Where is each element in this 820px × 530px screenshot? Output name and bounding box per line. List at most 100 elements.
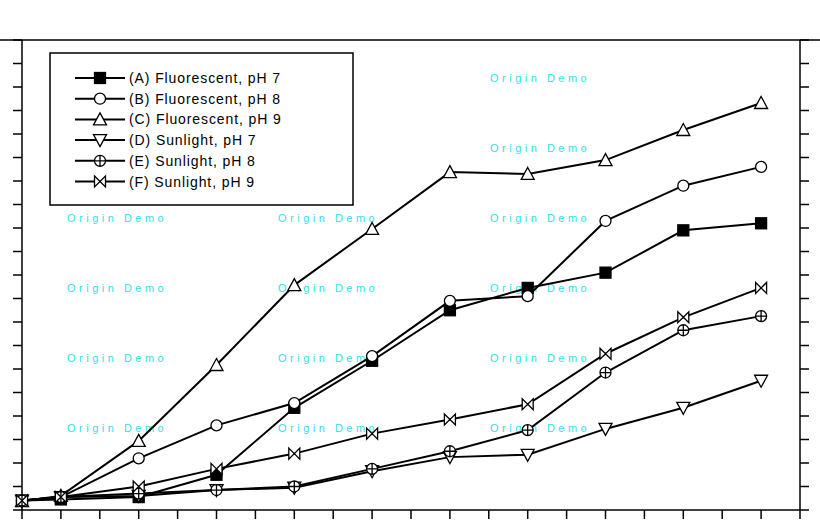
x-tick — [799, 510, 801, 519]
marker — [55, 492, 66, 503]
marker — [677, 124, 690, 136]
series-line — [22, 167, 761, 501]
marker — [211, 485, 222, 496]
marker — [756, 218, 767, 229]
marker — [366, 222, 379, 234]
x-tick — [216, 510, 218, 519]
marker — [756, 161, 767, 172]
y-tick-right — [800, 157, 809, 159]
y-tick — [13, 509, 22, 511]
x-tick — [605, 510, 607, 519]
x-tick — [99, 510, 101, 519]
marker — [755, 96, 768, 108]
y-tick — [13, 486, 22, 488]
x-tick — [177, 510, 179, 519]
y-tick-right — [800, 415, 809, 417]
series-line — [22, 381, 761, 501]
marker — [444, 295, 455, 306]
plot-area — [16, 96, 768, 507]
x-tick — [760, 510, 762, 519]
y-tick — [13, 39, 22, 41]
x-tick — [410, 510, 412, 519]
x-tick — [683, 510, 685, 519]
x-tick — [138, 510, 140, 519]
y-tick-right — [800, 204, 809, 206]
series — [17, 282, 767, 506]
y-tick-right — [800, 298, 809, 300]
y-tick-right — [800, 486, 809, 488]
legend-marker — [94, 113, 107, 125]
legend: (A) Fluorescent, pH 7(B) Fluorescent, pH… — [50, 53, 353, 205]
x-tick — [60, 510, 62, 519]
legend-marker — [95, 93, 106, 104]
series — [17, 311, 767, 506]
y-tick-right — [800, 251, 809, 253]
y-tick-right — [800, 63, 809, 65]
marker — [600, 215, 611, 226]
y-tick — [13, 298, 22, 300]
legend-marker — [95, 176, 106, 187]
y-tick-right — [800, 345, 809, 347]
marker — [756, 282, 767, 293]
marker — [17, 495, 28, 506]
marker — [16, 495, 29, 507]
y-tick — [13, 227, 22, 229]
y-tick — [13, 63, 22, 65]
y-tick-right — [800, 439, 809, 441]
marker — [678, 312, 689, 323]
marker — [210, 485, 223, 497]
marker — [55, 492, 66, 503]
marker — [211, 420, 222, 431]
y-tick — [13, 345, 22, 347]
x-tick — [527, 510, 529, 519]
y-tick-right — [800, 110, 809, 112]
x-tick — [488, 510, 490, 519]
watermark-text: Origin Demo — [67, 352, 167, 364]
marker — [599, 423, 612, 435]
marker — [443, 166, 456, 178]
marker — [522, 291, 533, 302]
marker — [522, 399, 533, 410]
marker — [600, 367, 611, 378]
legend-label: (C) Fluorescent, pH 9 — [129, 111, 282, 127]
watermark-text: Origin Demo — [278, 422, 378, 434]
y-tick — [13, 392, 22, 394]
legend-marker — [95, 73, 106, 84]
ticks — [13, 40, 809, 519]
frame — [0, 40, 820, 510]
legend-marker — [95, 155, 106, 166]
x-tick — [449, 510, 451, 519]
x-tick — [371, 510, 373, 519]
legend-label: (E) Sunlight, pH 8 — [129, 153, 256, 169]
x-tick — [566, 510, 568, 519]
x-tick — [332, 510, 334, 519]
legend-label: (F) Sunlight, pH 9 — [129, 174, 255, 190]
watermark-text: Origin Demo — [67, 212, 167, 224]
marker — [444, 446, 455, 457]
y-tick — [13, 180, 22, 182]
y-tick-right — [800, 321, 809, 323]
marker — [367, 351, 378, 362]
y-tick-right — [800, 509, 809, 511]
marker — [210, 359, 223, 371]
y-tick — [13, 274, 22, 276]
marker — [678, 180, 689, 191]
y-tick-right — [800, 133, 809, 135]
marker — [367, 428, 378, 439]
y-tick — [13, 368, 22, 370]
series — [16, 96, 768, 506]
marker — [132, 434, 145, 446]
series-line — [22, 288, 761, 501]
watermark-text: Origin Demo — [490, 212, 590, 224]
watermark-text: Origin Demo — [490, 72, 590, 84]
legend-label: (B) Fluorescent, pH 8 — [129, 91, 281, 107]
marker — [755, 375, 768, 387]
marker — [756, 311, 767, 322]
marker — [600, 348, 611, 359]
marker — [211, 463, 222, 474]
y-tick-right — [800, 227, 809, 229]
top-axis — [0, 39, 820, 41]
marker — [55, 492, 66, 503]
y-tick — [13, 439, 22, 441]
legend-label: (D) Sunlight, pH 7 — [129, 132, 256, 148]
